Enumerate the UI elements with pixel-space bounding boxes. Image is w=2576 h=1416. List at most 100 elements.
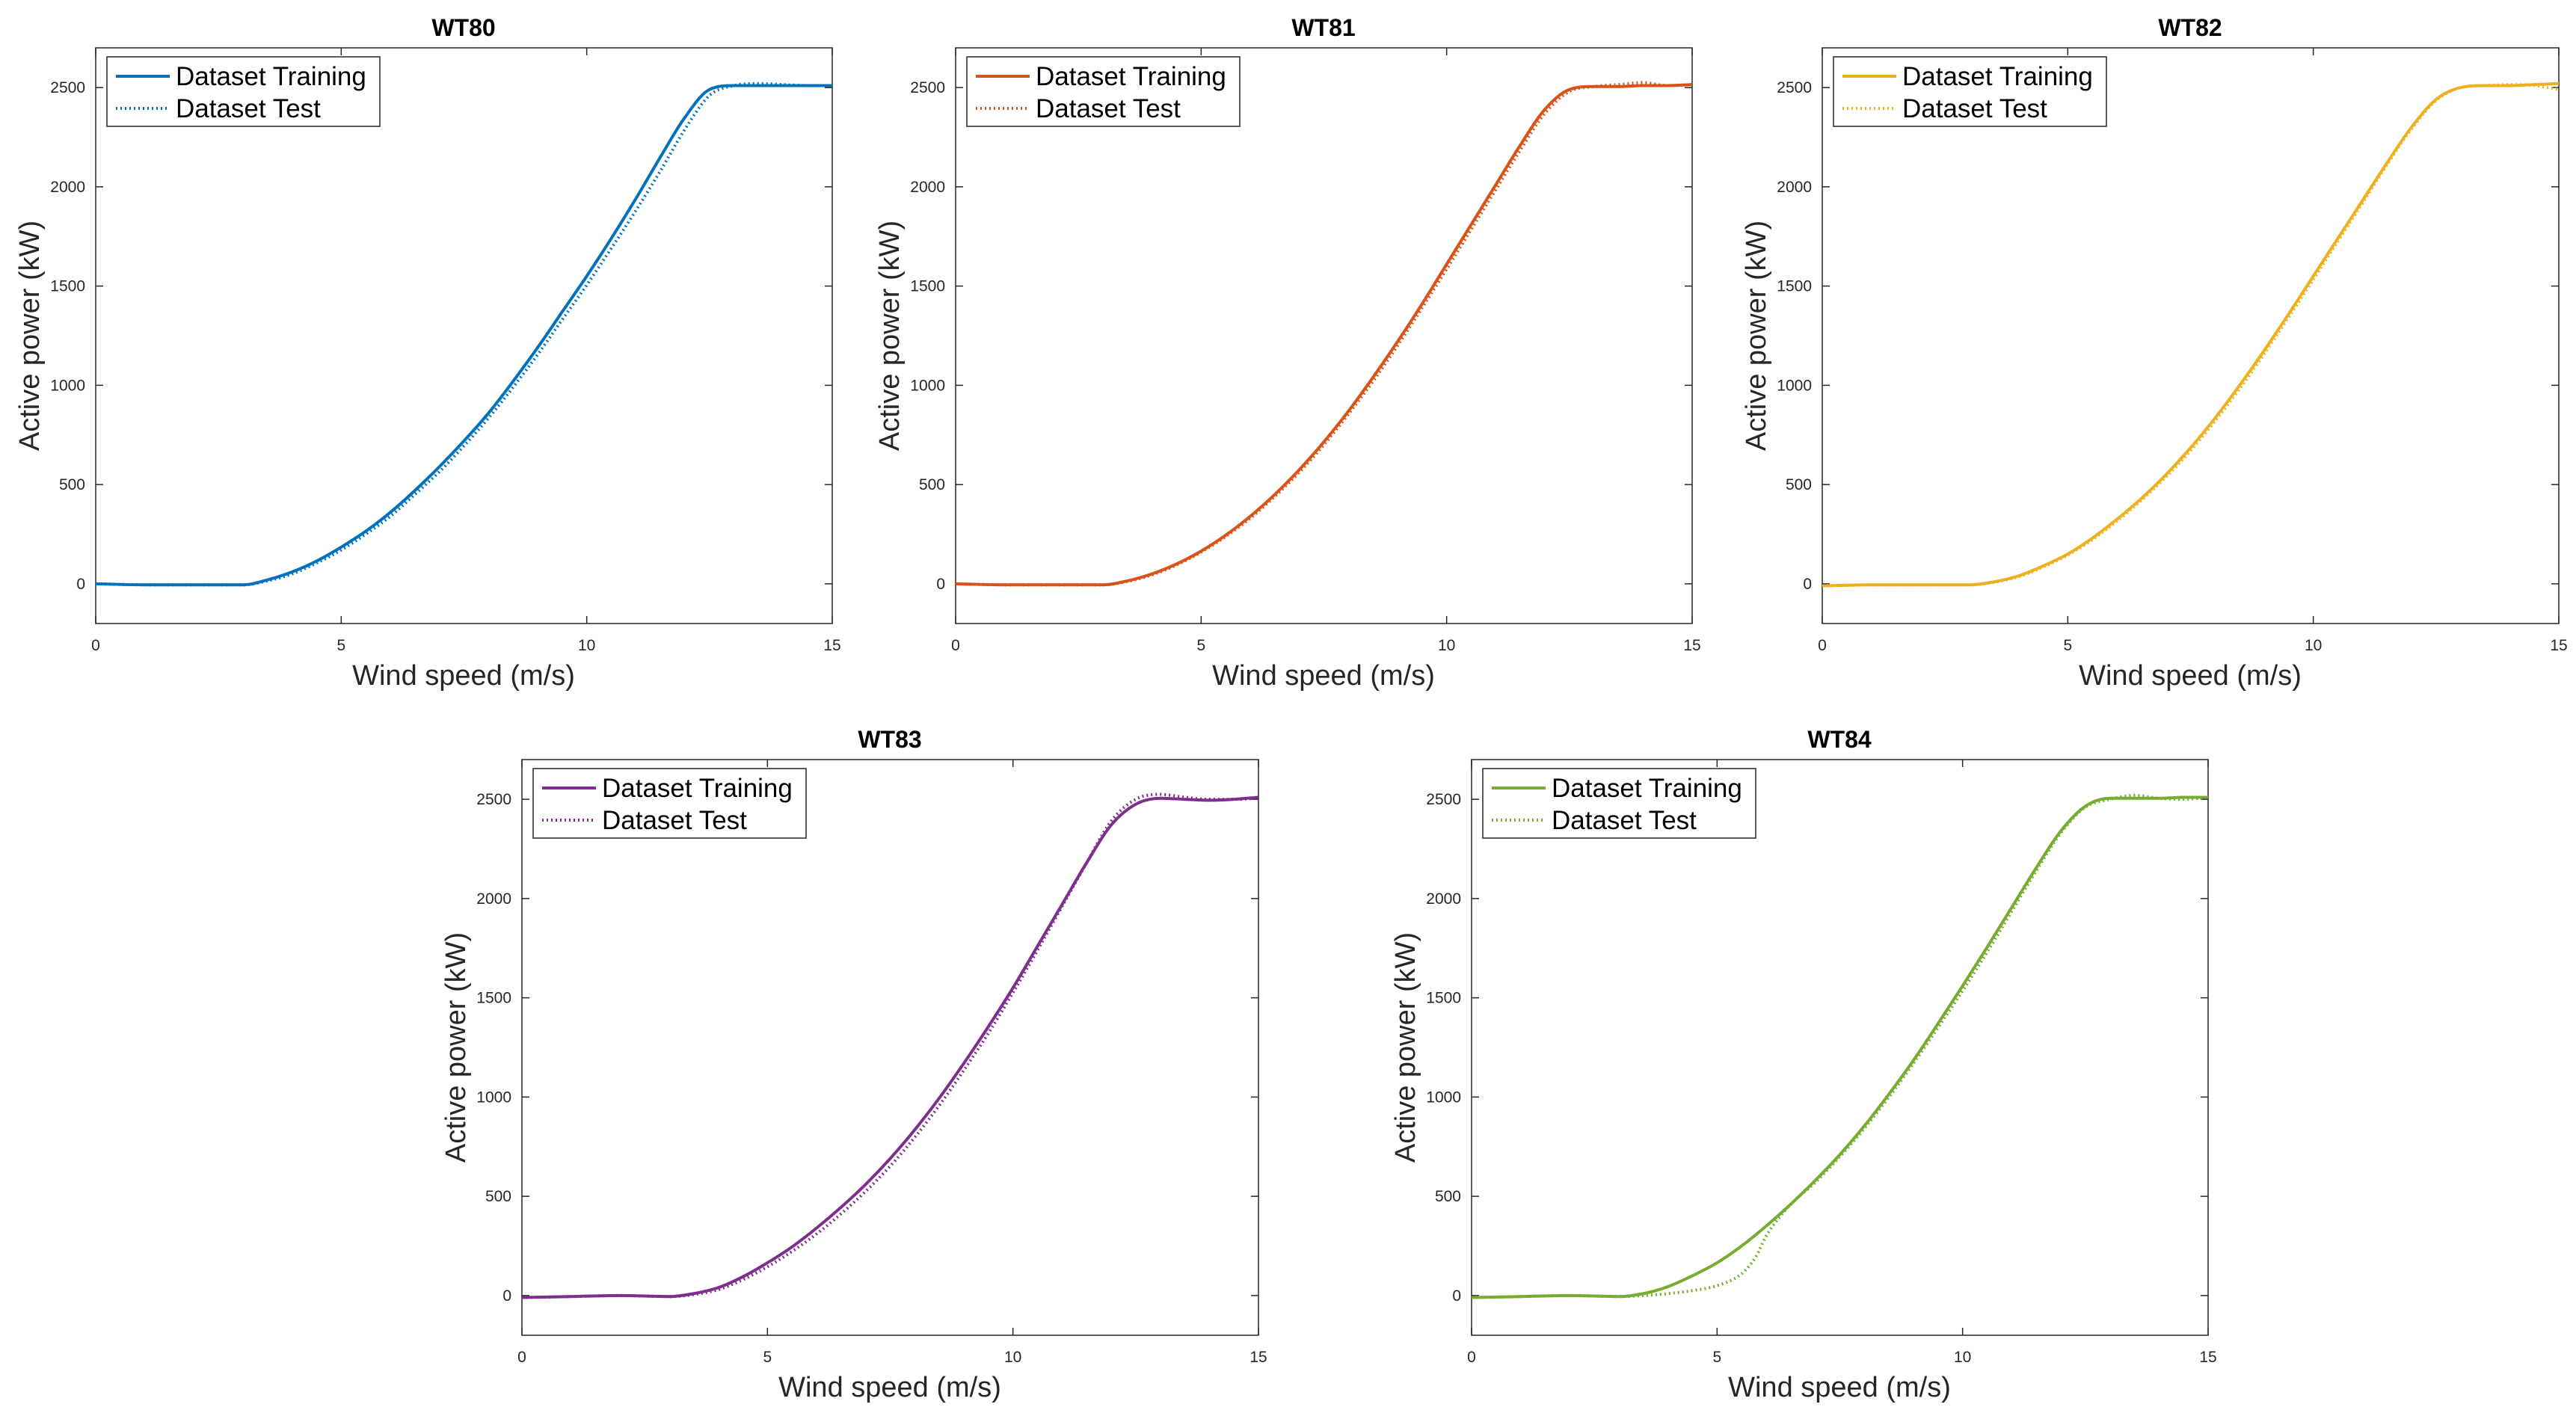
- y-axis-ticks: 0 500 1000 1500 2000 2500: [1777, 79, 2559, 593]
- y-tick-label: 2500: [910, 79, 945, 96]
- x-axis-ticks: 0 5 10 15: [517, 760, 1267, 1366]
- y-tick-label: 2000: [476, 890, 511, 908]
- legend-box: [106, 56, 381, 127]
- legend-box: [1833, 56, 2107, 127]
- y-tick-label: 1500: [1426, 990, 1461, 1007]
- series-line-training: [1471, 795, 2208, 1299]
- series-line-training: [95, 84, 832, 587]
- legend-entry-label: Dataset Test: [1552, 806, 1697, 835]
- y-tick-label: 1500: [1777, 278, 1812, 295]
- series-lines: [1471, 793, 2209, 1299]
- x-axis-label: Wind speed (m/s): [778, 1372, 1001, 1403]
- x-tick-label: 10: [1004, 1349, 1021, 1366]
- series-line-test: [955, 81, 1693, 587]
- x-tick-label: 0: [1467, 1349, 1476, 1366]
- x-tick-label: 5: [1196, 637, 1205, 654]
- panel-title: WT81: [1291, 14, 1355, 41]
- x-tick-label: 10: [1954, 1349, 1971, 1366]
- legend: Dataset Training Dataset Test: [106, 56, 381, 127]
- series-line-training: [1822, 81, 2560, 588]
- plot-area: [1471, 759, 2209, 1336]
- series-line-training: [955, 83, 1693, 587]
- y-tick-label: 500: [1786, 476, 1812, 493]
- y-axis-label: Active power (kW): [874, 221, 906, 451]
- legend: Dataset Training Dataset Test: [1833, 56, 2107, 127]
- series-line-test: [1471, 793, 2209, 1299]
- legend: Dataset Training Dataset Test: [1482, 768, 1756, 839]
- x-axis-ticks: 0 5 10 15: [1818, 48, 2568, 654]
- x-tick-label: 5: [336, 637, 345, 654]
- panel-wt84: WT84 0 500 1000 1500 2000 2500 0 5 10 15 Wind sp…: [1390, 726, 2217, 1403]
- x-tick-label: 15: [823, 637, 840, 654]
- panel-title: WT82: [2158, 14, 2222, 41]
- legend: Dataset Training Dataset Test: [532, 768, 807, 839]
- y-axis-ticks: 0 500 1000 1500 2000 2500: [910, 79, 1692, 593]
- x-tick-label: 15: [2550, 637, 2567, 654]
- legend-box: [532, 768, 807, 839]
- series-lines: [1822, 81, 2560, 588]
- y-tick-label: 2000: [50, 179, 85, 196]
- x-tick-label: 10: [1438, 637, 1455, 654]
- y-tick-label: 1500: [910, 278, 945, 295]
- legend-box: [966, 56, 1241, 127]
- y-tick-label: 0: [76, 576, 85, 593]
- y-tick-label: 2500: [50, 79, 85, 96]
- x-axis-label: Wind speed (m/s): [1212, 660, 1435, 692]
- y-tick-label: 500: [1435, 1188, 1461, 1205]
- plot-area: [521, 759, 1259, 1336]
- x-axis-ticks: 0 5 10 15: [1467, 760, 2217, 1366]
- legend-entry-label: Dataset Test: [602, 806, 747, 835]
- legend-entry-label: Dataset Training: [1036, 62, 1226, 91]
- y-tick-label: 500: [59, 476, 85, 493]
- y-axis-label: Active power (kW): [14, 221, 46, 451]
- y-axis-label: Active power (kW): [1390, 932, 1421, 1163]
- x-axis-ticks: 0 5 10 15: [91, 48, 841, 654]
- y-axis-ticks: 0 500 1000 1500 2000 2500: [1426, 791, 2208, 1305]
- x-tick-label: 5: [763, 1349, 772, 1366]
- panel-title: WT80: [431, 14, 495, 41]
- panel-title: WT83: [858, 726, 921, 753]
- y-tick-label: 1000: [476, 1089, 511, 1106]
- y-tick-label: 2500: [1777, 79, 1812, 96]
- y-tick-label: 500: [919, 476, 945, 493]
- x-axis-label: Wind speed (m/s): [352, 660, 575, 692]
- y-tick-label: 2000: [1426, 890, 1461, 908]
- y-tick-label: 2000: [910, 179, 945, 196]
- x-tick-label: 0: [951, 637, 960, 654]
- x-tick-label: 5: [2063, 637, 2072, 654]
- y-axis-ticks: 0 500 1000 1500 2000 2500: [50, 79, 832, 593]
- legend-entry-label: Dataset Training: [1902, 62, 2093, 91]
- y-tick-label: 2500: [476, 791, 511, 808]
- y-tick-label: 1500: [50, 278, 85, 295]
- panel-title: WT84: [1807, 726, 1872, 753]
- x-tick-label: 15: [2199, 1349, 2216, 1366]
- x-axis-label: Wind speed (m/s): [1728, 1372, 1951, 1403]
- x-tick-label: 0: [1818, 637, 1827, 654]
- series-line-training: [521, 795, 1259, 1299]
- x-axis-label: Wind speed (m/s): [2079, 660, 2302, 692]
- y-axis-label: Active power (kW): [1741, 221, 1772, 451]
- x-axis-ticks: 0 5 10 15: [951, 48, 1701, 654]
- y-tick-label: 0: [1803, 576, 1812, 593]
- x-tick-label: 15: [1249, 1349, 1267, 1366]
- y-tick-label: 1000: [910, 377, 945, 394]
- x-tick-label: 10: [2305, 637, 2322, 654]
- y-tick-label: 2000: [1777, 179, 1812, 196]
- y-tick-label: 2500: [1426, 791, 1461, 808]
- series-lines: [955, 81, 1693, 587]
- y-axis-label: Active power (kW): [440, 932, 472, 1163]
- panel-wt80: WT80 0 500 1000 1500 2000 2500 0 5 10 15 Wind sp…: [14, 14, 841, 692]
- panel-wt81: WT81 0 500 1000 1500 2000 2500 0 5 10 15 Wind sp…: [874, 14, 1701, 692]
- legend-entry-label: Dataset Training: [602, 774, 793, 803]
- panel-wt82: WT82 0 500 1000 1500 2000 2500 0 5 10 15 Wind sp…: [1741, 14, 2568, 692]
- x-tick-label: 15: [1683, 637, 1700, 654]
- legend-entry-label: Dataset Test: [176, 94, 321, 123]
- x-tick-label: 5: [1712, 1349, 1721, 1366]
- x-tick-label: 10: [578, 637, 595, 654]
- y-tick-label: 0: [936, 576, 945, 593]
- y-tick-label: 1000: [1426, 1089, 1461, 1106]
- y-tick-label: 0: [1452, 1287, 1461, 1305]
- plot-area: [1822, 47, 2560, 624]
- y-tick-label: 1000: [50, 377, 85, 394]
